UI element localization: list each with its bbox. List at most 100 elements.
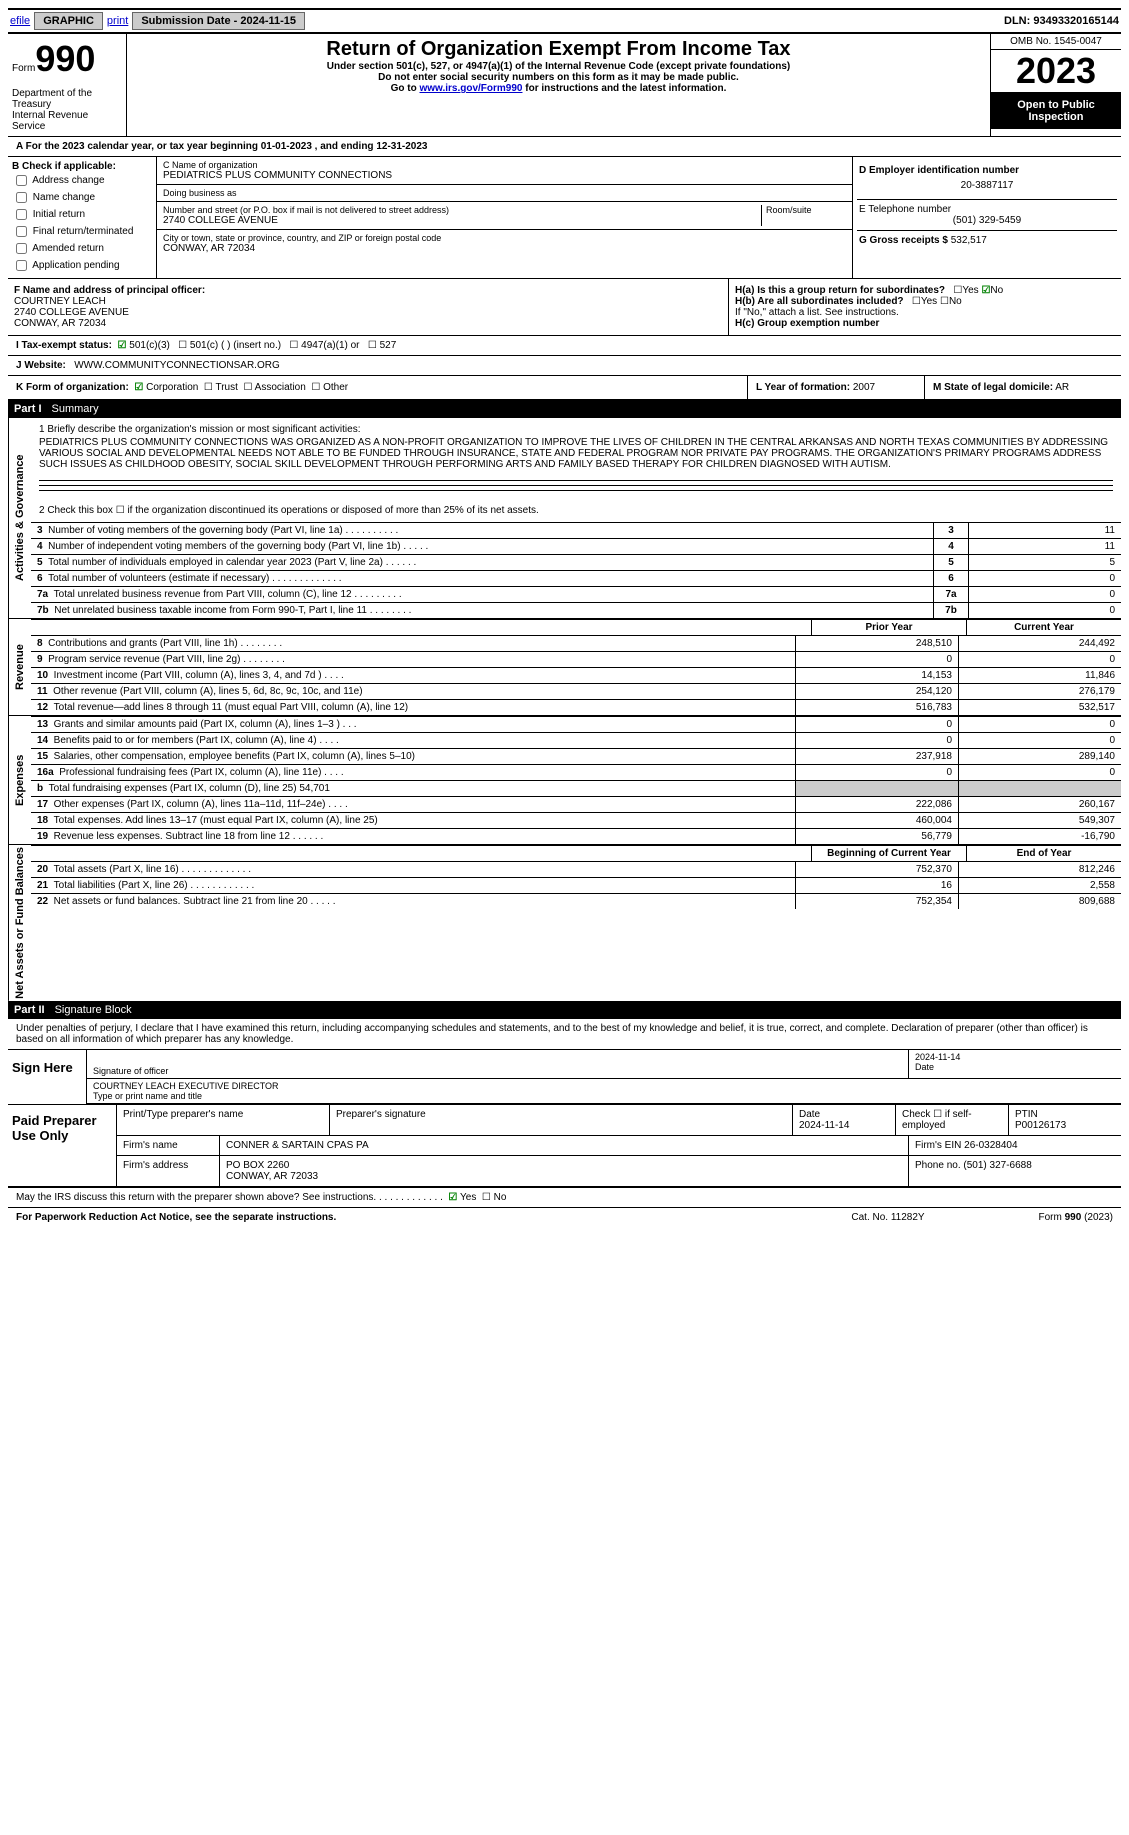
check-final[interactable]: Final return/terminated [12,223,152,240]
sign-here-block: Sign Here Signature of officer 2024-11-1… [8,1050,1121,1104]
mission-label: 1 Briefly describe the organization's mi… [39,424,1113,435]
goto-post: for instructions and the latest informat… [522,83,726,94]
pra-notice: For Paperwork Reduction Act Notice, see … [16,1212,336,1223]
part2-num: Part II [14,1004,45,1016]
top-bar: efile GRAPHIC print Submission Date - 20… [8,8,1121,34]
vlabel-gov: Activities & Governance [8,418,31,618]
i-501c3[interactable]: 501(c)(3) [129,340,170,351]
prep-sig-label: Preparer's signature [330,1105,793,1135]
fin-row: 13 Grants and similar amounts paid (Part… [31,716,1121,732]
fin-row: 20 Total assets (Part X, line 16) . . . … [31,861,1121,877]
check-pending[interactable]: Application pending [12,257,152,274]
goto-pre: Go to [391,83,420,94]
part2-title: Signature Block [55,1004,132,1016]
row-a: A For the 2023 calendar year, or tax yea… [8,137,1121,157]
col-eoy: End of Year [966,846,1121,861]
sig-date: 2024-11-14 [915,1052,1115,1062]
efile-link[interactable]: efile [10,15,30,27]
self-employed-check[interactable]: Check ☐ if self-employed [896,1105,1009,1135]
fin-row: 18 Total expenses. Add lines 13–17 (must… [31,812,1121,828]
k-trust[interactable]: Trust [215,382,237,393]
hb-label: H(b) Are all subordinates included? [735,296,904,307]
form-number: 990 [35,38,95,79]
g-label: G Gross receipts $ [859,235,948,246]
submission-date-button[interactable]: Submission Date - 2024-11-15 [132,12,305,30]
fin-row: 10 Investment income (Part VIII, column … [31,667,1121,683]
k-assoc[interactable]: Association [255,382,306,393]
firm-phone-label: Phone no. [915,1160,961,1171]
col-current: Current Year [966,620,1121,635]
i-501c[interactable]: 501(c) ( ) (insert no.) [190,340,281,351]
m-label: M State of legal domicile: [933,382,1053,393]
discuss-no[interactable]: No [494,1192,507,1203]
firm-phone: (501) 327-6688 [963,1160,1031,1171]
check-name[interactable]: Name change [12,189,152,206]
ha-label: H(a) Is this a group return for subordin… [735,285,945,296]
sign-here-label: Sign Here [8,1050,87,1104]
part2-header: Part II Signature Block [8,1002,1121,1019]
org-name: PEDIATRICS PLUS COMMUNITY CONNECTIONS [163,170,846,181]
check-initial[interactable]: Initial return [12,206,152,223]
fin-row: 22 Net assets or fund balances. Subtract… [31,893,1121,909]
line2: 2 Check this box ☐ if the organization d… [31,499,1121,522]
gov-row: 3 Number of voting members of the govern… [31,522,1121,538]
expenses-section: Expenses 13 Grants and similar amounts p… [8,716,1121,845]
check-address[interactable]: Address change [12,172,152,189]
ha-no[interactable]: No [990,285,1003,296]
fin-row: 14 Benefits paid to or for members (Part… [31,732,1121,748]
k-corp[interactable]: Corporation [146,382,198,393]
website-val[interactable]: WWW.COMMUNITYCONNECTIONSAR.ORG [74,360,280,371]
ein-val: 20-3887117 [859,176,1115,195]
f-label: F Name and address of principal officer: [14,285,205,296]
discuss-yes[interactable]: Yes [460,1192,476,1203]
hb-no[interactable]: No [949,296,962,307]
i-label: I Tax-exempt status: [16,340,112,351]
ptin-label: PTIN [1015,1109,1038,1120]
city-val: CONWAY, AR 72034 [163,243,846,254]
netassets-section: Net Assets or Fund Balances Beginning of… [8,845,1121,1002]
street-val: 2740 COLLEGE AVENUE [163,215,761,226]
i-4947[interactable]: 4947(a)(1) or [301,340,359,351]
firm-addr-label: Firm's address [117,1156,220,1186]
k-other[interactable]: Other [323,382,348,393]
omb-number: OMB No. 1545-0047 [991,34,1121,50]
c-name-label: C Name of organization [163,160,846,170]
b-label: B Check if applicable: [12,161,116,172]
firm-ein-label: Firm's EIN [915,1140,961,1151]
discuss-text: May the IRS discuss this return with the… [16,1192,443,1203]
open-public-label: Open to Public Inspection [991,93,1121,129]
check-amended[interactable]: Amended return [12,240,152,257]
row-i: I Tax-exempt status: ☑ 501(c)(3) ☐ 501(c… [8,336,1121,356]
row-klm: K Form of organization: ☑ Corporation ☐ … [8,376,1121,401]
activities-governance-section: Activities & Governance 1 Briefly descri… [8,418,1121,619]
print-link[interactable]: print [107,15,128,27]
hb-yes[interactable]: Yes [921,296,937,307]
gov-row: 5 Total number of individuals employed i… [31,554,1121,570]
k-label: K Form of organization: [16,382,129,393]
subtitle-1: Under section 501(c), 527, or 4947(a)(1)… [135,61,982,72]
m-val: AR [1055,382,1069,393]
gov-row: 6 Total number of volunteers (estimate i… [31,570,1121,586]
firm-name-label: Firm's name [117,1136,220,1155]
officer-city: CONWAY, AR 72034 [14,318,106,329]
city-label: City or town, state or province, country… [163,233,846,243]
graphic-button[interactable]: GRAPHIC [34,12,103,30]
street-label: Number and street (or P.O. box if mail i… [163,205,761,215]
part1-header: Part I Summary [8,401,1121,418]
ha-yes[interactable]: Yes [962,285,978,296]
sig-of-officer-label: Signature of officer [93,1066,902,1076]
irs-link[interactable]: www.irs.gov/Form990 [419,83,522,94]
discuss-row: May the IRS discuss this return with the… [8,1188,1121,1208]
col-prior: Prior Year [811,620,966,635]
gross-val: 532,517 [951,235,987,246]
i-527[interactable]: 527 [380,340,397,351]
tax-year: 2023 [991,50,1121,93]
room-label: Room/suite [766,205,846,215]
prep-date-label: Date [799,1109,820,1120]
firm-ein: 26-0328404 [964,1140,1017,1151]
form-label: Form [12,63,35,74]
dept-label: Department of the Treasury Internal Reve… [12,88,122,132]
hc-label: H(c) Group exemption number [735,318,879,329]
part1-num: Part I [14,403,42,415]
vlabel-exp: Expenses [8,716,31,844]
